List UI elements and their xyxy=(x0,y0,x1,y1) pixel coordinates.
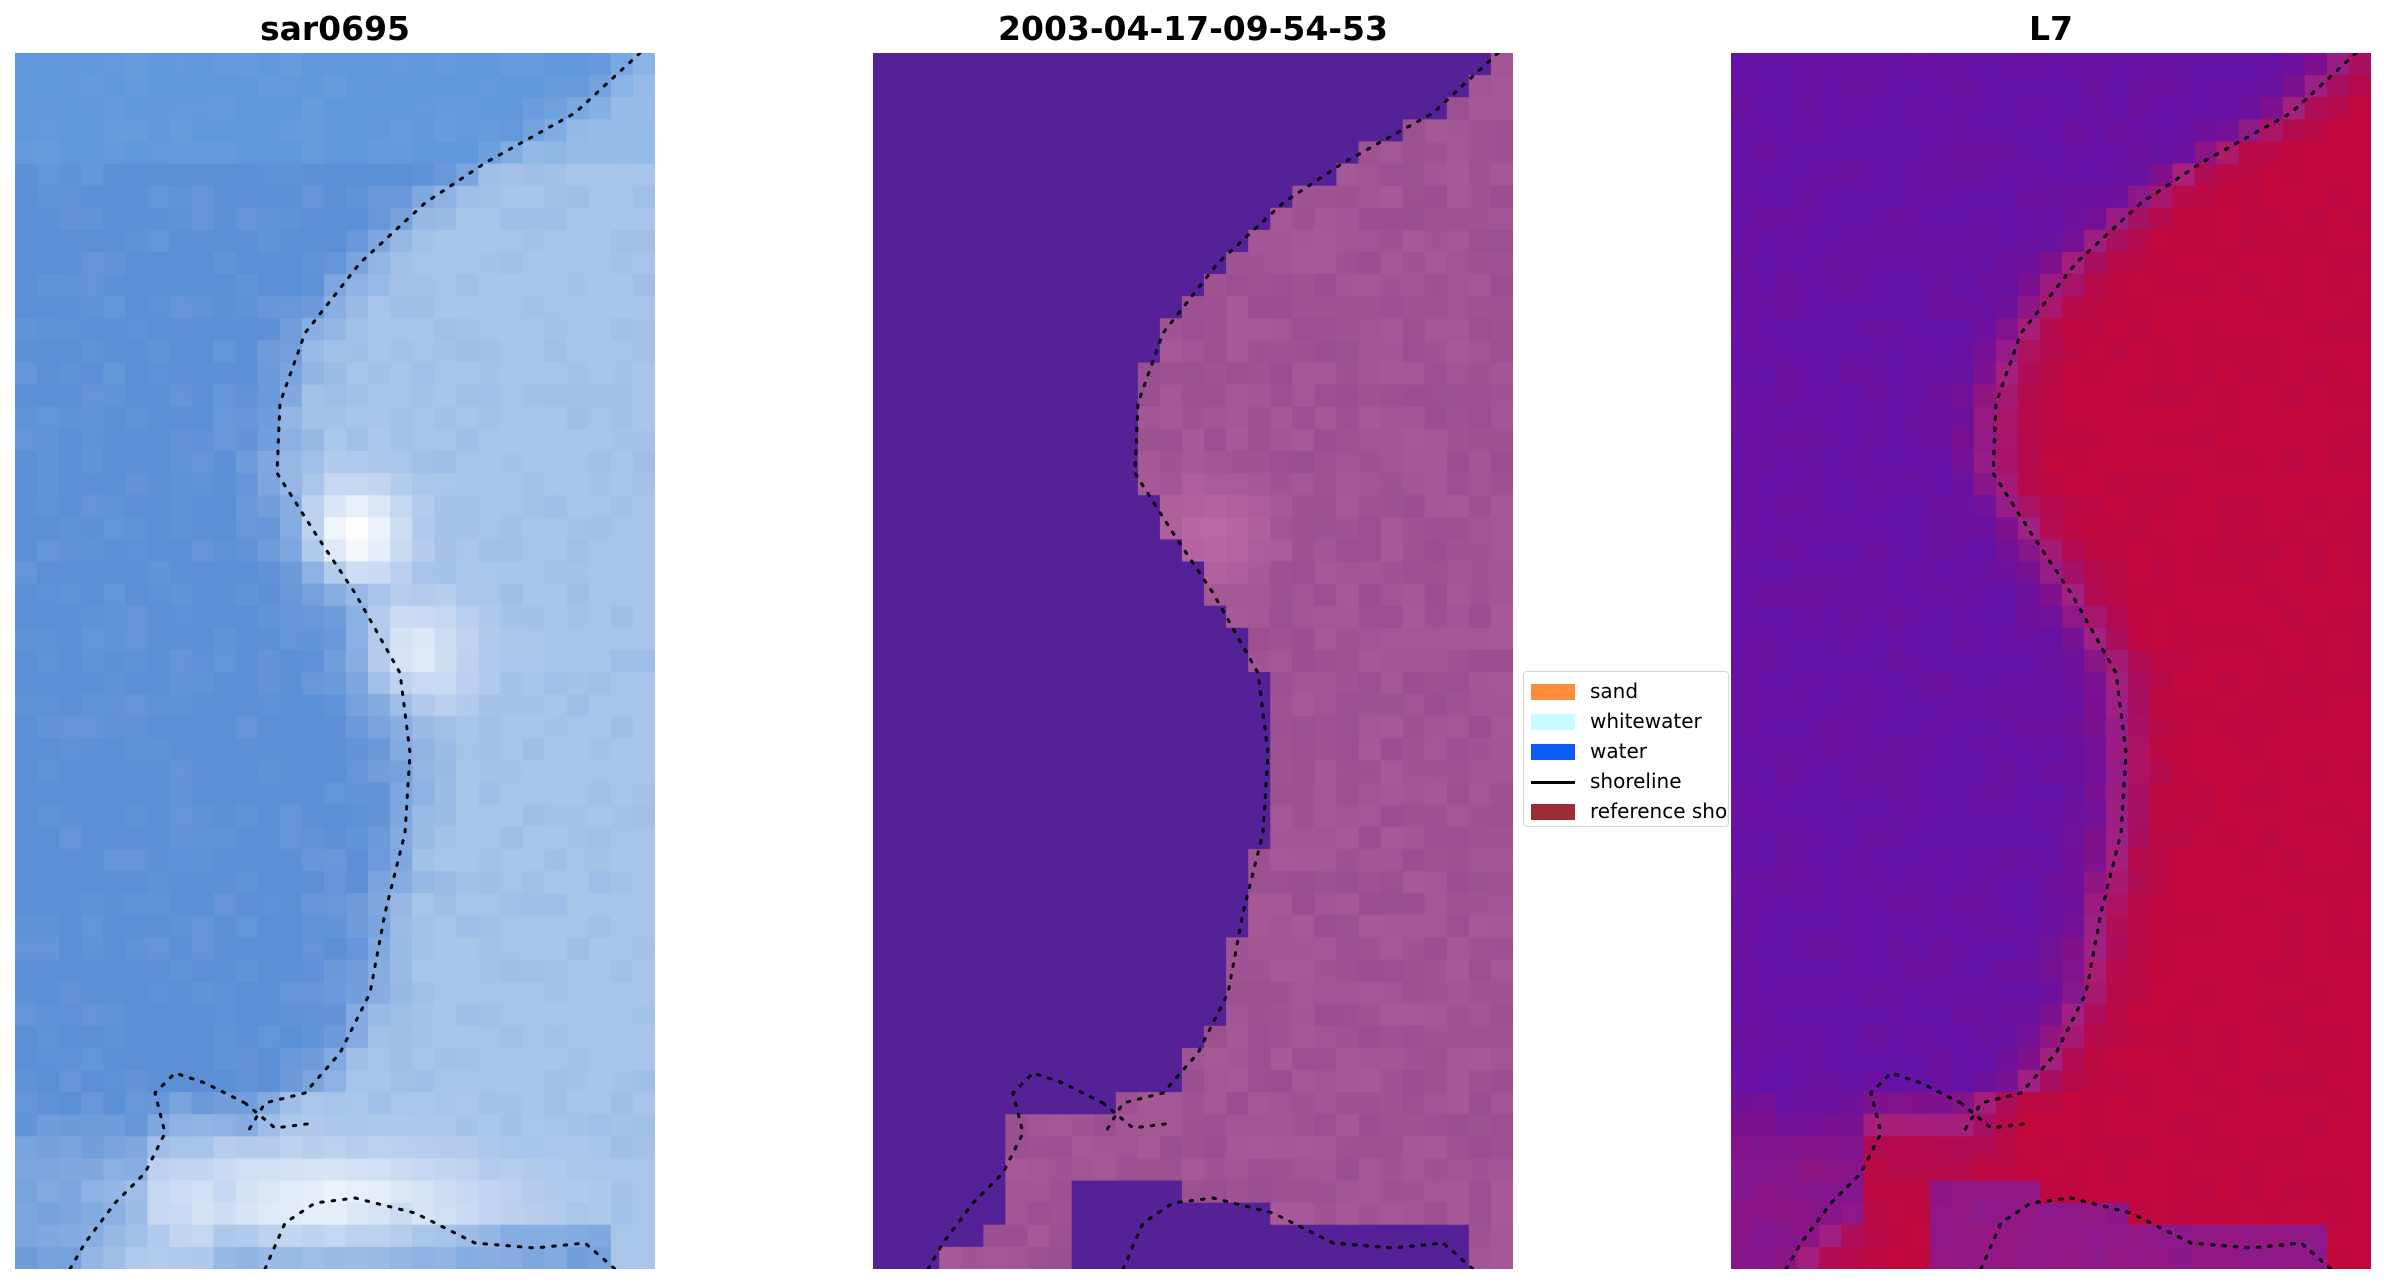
rgb-image xyxy=(15,53,655,1269)
classified-image xyxy=(873,53,1513,1269)
legend-label-sand: sand xyxy=(1590,679,1639,703)
water-swatch xyxy=(1531,744,1575,760)
panel-title-rgb: sar0695 xyxy=(259,9,411,48)
mndwi-image-panel xyxy=(1731,53,2371,1269)
legend-label-whitewater: whitewater xyxy=(1590,709,1702,733)
legend-item-whitewater: whitewater xyxy=(1524,706,1728,736)
mndwi-pixels xyxy=(1731,53,2371,1269)
legend-label-reference-shoreline: reference shoreline xyxy=(1590,799,1728,823)
legend-item-sand: sand xyxy=(1524,676,1728,706)
legend: sand whitewater water shoreline referenc… xyxy=(1523,671,1729,827)
panel-title-classified: 2003-04-17-09-54-53 xyxy=(998,9,1388,48)
classified-image-panel xyxy=(873,53,1513,1269)
rgb-pixels xyxy=(15,53,655,1269)
rgb-image-panel xyxy=(15,53,655,1269)
legend-label-shoreline: shoreline xyxy=(1590,769,1682,793)
legend-item-shoreline: shoreline xyxy=(1524,766,1728,796)
sand-swatch xyxy=(1531,684,1575,700)
legend-item-reference-shoreline: reference shoreline xyxy=(1524,796,1728,826)
whitewater-swatch xyxy=(1531,714,1575,730)
shoreline-line-swatch xyxy=(1531,781,1575,784)
legend-item-water: water xyxy=(1524,736,1728,766)
reference-shoreline-swatch xyxy=(1531,804,1575,820)
panel-title-mndwi: L7 xyxy=(2029,9,2073,48)
legend-label-water: water xyxy=(1590,739,1647,763)
mndwi-image xyxy=(1731,53,2371,1269)
classified-pixels xyxy=(873,53,1513,1269)
